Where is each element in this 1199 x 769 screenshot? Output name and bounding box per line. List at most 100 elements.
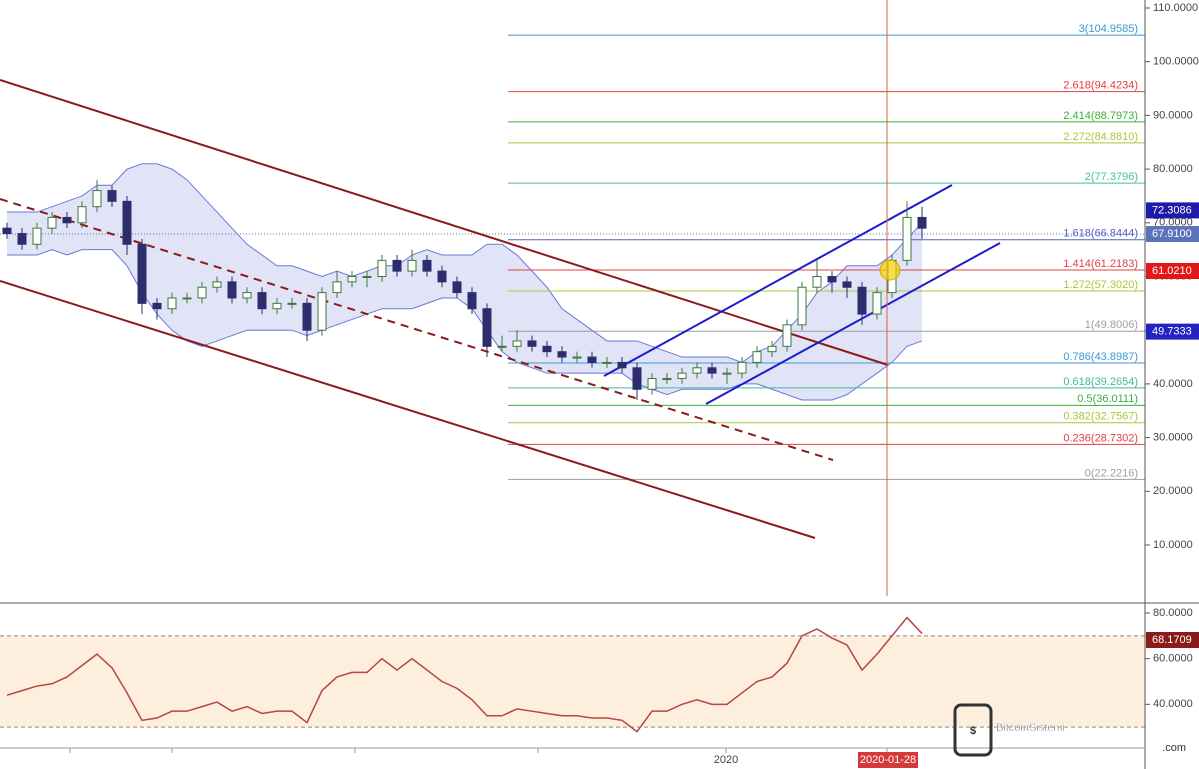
candle-body — [272, 302, 282, 310]
fib-label: 0.786(43.8987) — [1063, 351, 1138, 363]
price-tag — [1146, 202, 1199, 219]
fib-label: 2(77.3796) — [1085, 171, 1138, 183]
rsi-y-tick-label: 60.0000 — [1153, 653, 1193, 665]
candle-body — [257, 292, 267, 310]
axes: 10.000020.000030.000040.000050.000060.00… — [69, 2, 1199, 768]
y-tick-label: 70.0000 — [1153, 217, 1193, 229]
y-tick-label: 90.0000 — [1153, 109, 1193, 121]
candle-body — [782, 324, 792, 347]
candle-body — [467, 292, 477, 310]
candle-body — [62, 216, 72, 224]
candle-body — [317, 292, 327, 331]
candle-body — [17, 233, 27, 245]
rsi-band — [0, 635, 1145, 728]
candle-body — [407, 259, 417, 272]
candle-body — [482, 308, 492, 347]
candle-body — [797, 286, 807, 326]
rsi-y-tick-label: 80.0000 — [1153, 607, 1193, 619]
candle-body — [692, 367, 702, 374]
candle-body — [77, 206, 87, 224]
price-tag-label: 67.9100 — [1152, 228, 1192, 240]
candle-body — [557, 351, 567, 358]
y-tick-label: 80.0000 — [1153, 163, 1193, 175]
price-tag-label: 61.0210 — [1152, 265, 1192, 277]
candle-body — [212, 281, 222, 288]
watermark-text: BitcoinSistemi — [996, 722, 1065, 734]
fib-label: 2.414(88.7973) — [1063, 110, 1138, 122]
candle-body — [677, 372, 687, 380]
candle-body — [377, 259, 387, 278]
price-tag-label: 49.7333 — [1152, 326, 1192, 338]
candle-body — [287, 302, 297, 305]
candle-body — [752, 351, 762, 363]
candle-body — [137, 243, 147, 304]
x-tick-label: 2020 — [714, 754, 738, 766]
price-tag-label: 72.3086 — [1152, 204, 1192, 216]
up-channel — [705, 242, 1001, 405]
up-channel — [603, 184, 953, 377]
candle-body — [527, 340, 537, 347]
fib-label: 3(104.9585) — [1079, 23, 1138, 35]
watermark-logo — [953, 703, 993, 757]
candle-body — [722, 372, 732, 375]
y-tick-label: 10.0000 — [1153, 539, 1193, 551]
candle-body — [662, 378, 672, 381]
candle-body — [617, 361, 627, 369]
date-tag — [858, 752, 918, 768]
highlight-marker — [879, 259, 901, 281]
candle-body — [872, 292, 882, 315]
bollinger-lower — [7, 249, 923, 401]
candle-body — [767, 345, 777, 353]
candle-body — [452, 281, 462, 294]
candle-body — [167, 297, 177, 310]
fib-label: 0.236(28.7302) — [1063, 432, 1138, 444]
candle-body — [332, 281, 342, 294]
rsi-y-tick-label: 40.0000 — [1153, 698, 1193, 710]
candle-body — [902, 216, 912, 261]
candle-body — [362, 276, 372, 278]
fib-label: 0.382(32.7567) — [1063, 411, 1138, 423]
fib-label: 2.618(94.4234) — [1063, 80, 1138, 92]
candle-body — [632, 367, 642, 390]
candle-body — [812, 276, 822, 288]
y-tick-label: 30.0000 — [1153, 432, 1193, 444]
rsi-line — [6, 616, 923, 733]
candle-body — [587, 356, 597, 363]
fib-label: 0.5(36.0111) — [1077, 393, 1138, 405]
y-tick-label: 40.0000 — [1153, 378, 1193, 390]
fib-label: 1.272(57.3020) — [1063, 279, 1138, 291]
fib-label: 0(22.2216) — [1085, 467, 1138, 479]
watermark: $ BitcoinSistemi .com — [953, 703, 1186, 757]
candle-body — [152, 302, 162, 310]
plot — [2, 179, 927, 733]
watermark-logo-glyph: $ — [970, 725, 976, 737]
candle-body — [227, 281, 237, 299]
channel-mid — [0, 198, 834, 461]
price-tag — [1146, 263, 1199, 280]
candle-body — [347, 276, 357, 283]
price-tag-label: 68.1709 — [1152, 634, 1192, 646]
channel-line — [0, 79, 889, 366]
candle-body — [197, 286, 207, 299]
fib-label: 1.414(61.2183) — [1063, 258, 1138, 270]
candle-body — [92, 190, 102, 208]
candle-body — [122, 200, 132, 245]
candle-body — [32, 227, 42, 245]
watermark-suffix: .com — [1162, 742, 1186, 754]
fib-label: 2.272(84.8810) — [1063, 131, 1138, 143]
candle-body — [857, 286, 867, 315]
candle-body — [737, 361, 747, 374]
candle-body — [47, 216, 57, 229]
fib-label: 1(49.8006) — [1085, 319, 1138, 331]
candle-body — [392, 259, 402, 272]
price-tag — [1146, 323, 1199, 340]
y-tick-label: 100.0000 — [1153, 56, 1199, 68]
y-tick-label: 110.0000 — [1153, 2, 1198, 14]
bollinger-fill — [7, 163, 922, 401]
fib-label: 0.618(39.2654) — [1063, 376, 1138, 388]
candle-body — [302, 302, 312, 331]
y-tick-label: 20.0000 — [1153, 485, 1193, 497]
fib-label: 1.618(66.8444) — [1063, 228, 1138, 240]
candle-body — [917, 216, 927, 229]
